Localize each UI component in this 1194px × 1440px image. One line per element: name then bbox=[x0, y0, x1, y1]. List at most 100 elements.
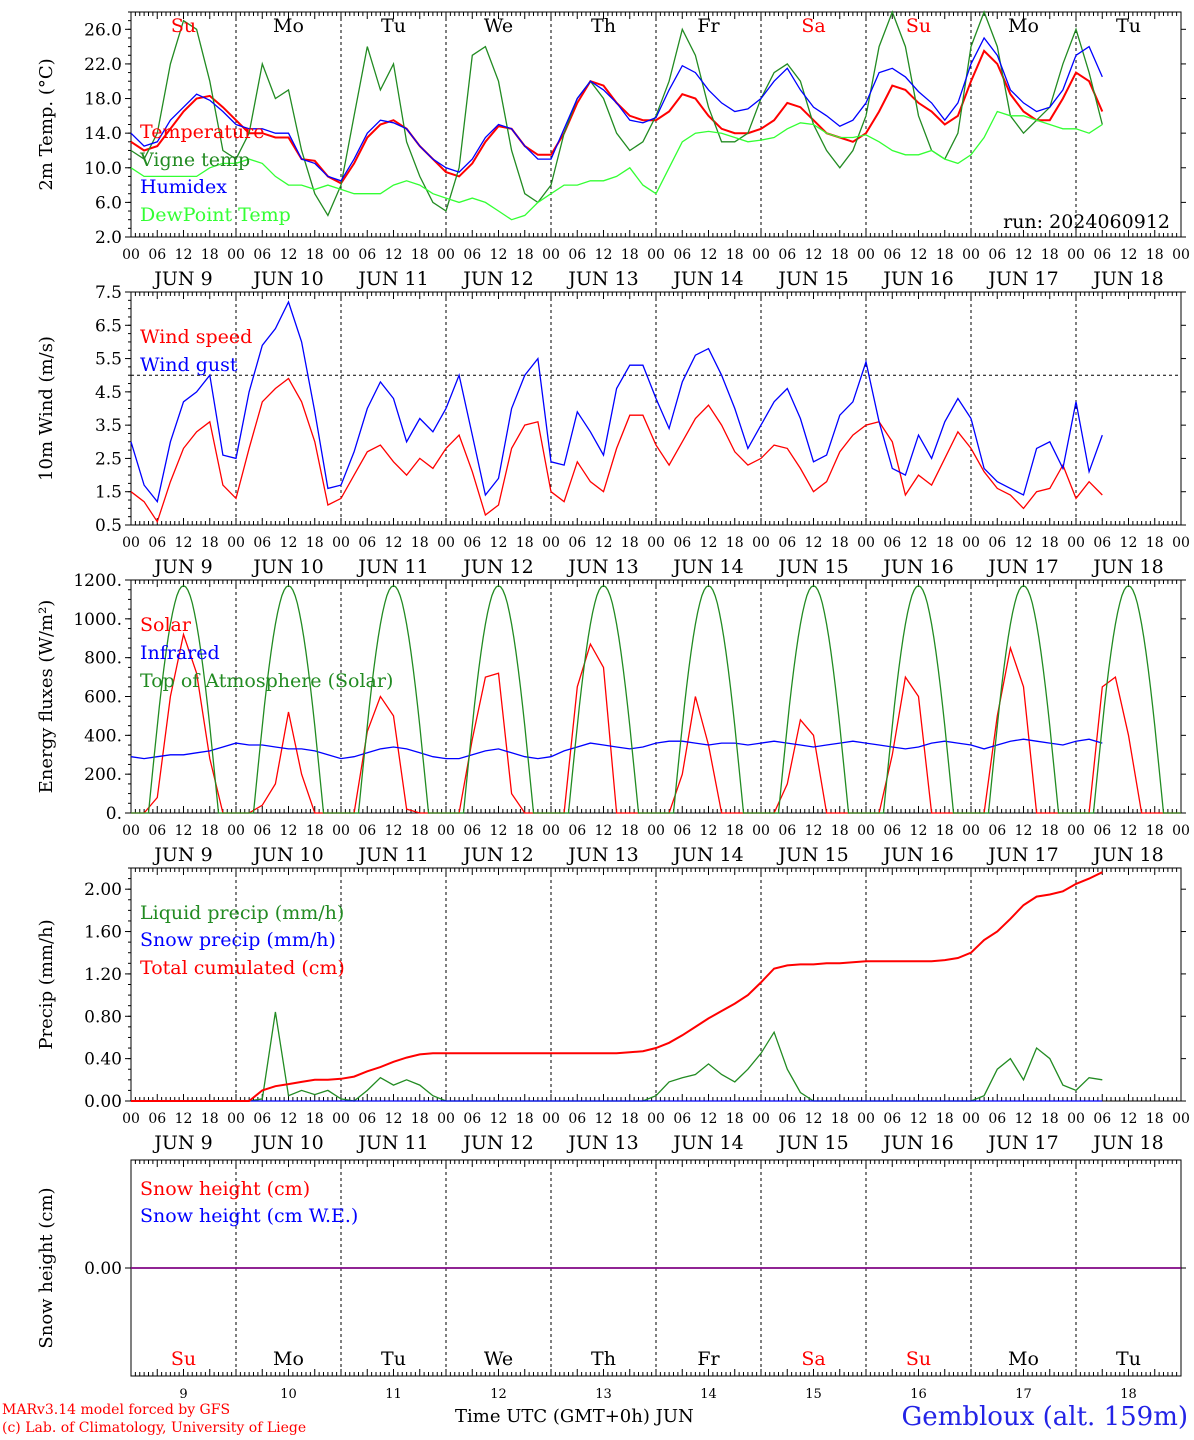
x-hour-label: 06 bbox=[358, 535, 376, 551]
x-date-label: JUN 11 bbox=[356, 556, 428, 578]
x-hour-label: 00 bbox=[227, 1111, 245, 1127]
x-hour-label: 12 bbox=[175, 823, 193, 839]
x-hour-label: 18 bbox=[1041, 535, 1059, 551]
x-hour-label: 00 bbox=[1067, 535, 1085, 551]
y-tick-label: 0.40 bbox=[84, 1050, 122, 1070]
x-date-label: JUN 9 bbox=[152, 556, 212, 578]
weekday-label-bottom: Fr bbox=[697, 1348, 720, 1370]
day-number-label: 14 bbox=[700, 1387, 717, 1402]
legend-entry: Infrared bbox=[140, 642, 220, 664]
x-hour-label: 00 bbox=[122, 247, 140, 263]
x-hour-label: 12 bbox=[805, 1111, 823, 1127]
y-tick-label: 14.0 bbox=[84, 124, 122, 144]
day-number-label: 10 bbox=[280, 1387, 297, 1402]
x-hour-label: 00 bbox=[1067, 247, 1085, 263]
x-hour-label: 12 bbox=[700, 247, 718, 263]
y-tick-label: 1000. bbox=[73, 610, 122, 630]
x-hour-label: 00 bbox=[437, 247, 455, 263]
legend-entry: DewPoint Temp bbox=[140, 204, 291, 226]
x-date-label: JUN 15 bbox=[776, 844, 848, 866]
y-tick-label: 2.00 bbox=[84, 880, 122, 900]
x-hour-label: 18 bbox=[306, 247, 324, 263]
weekday-label: Sa bbox=[801, 15, 825, 37]
y-tick-label: 1.20 bbox=[84, 965, 122, 985]
day-number-label: 15 bbox=[805, 1387, 822, 1402]
weekday-label: Su bbox=[171, 15, 196, 37]
x-hour-label: 18 bbox=[936, 535, 954, 551]
x-hour-label: 00 bbox=[122, 535, 140, 551]
x-hour-label: 00 bbox=[1067, 823, 1085, 839]
x-hour-label: 12 bbox=[280, 535, 298, 551]
x-hour-label: 12 bbox=[1120, 535, 1138, 551]
series-liquid-precip-mm-h- bbox=[131, 1011, 1103, 1102]
x-hour-label: 06 bbox=[778, 247, 796, 263]
x-hour-label: 18 bbox=[621, 247, 639, 263]
x-hour-label: 00 bbox=[332, 535, 350, 551]
x-date-label: JUN 18 bbox=[1091, 844, 1163, 866]
x-hour-label: 18 bbox=[936, 247, 954, 263]
x-hour-label: 06 bbox=[883, 823, 901, 839]
x-hour-label: 18 bbox=[201, 535, 219, 551]
x-hour-label: 00 bbox=[542, 1111, 560, 1127]
weekday-label: Tu bbox=[1116, 15, 1141, 37]
y-tick-label: 400. bbox=[84, 726, 122, 746]
x-hour-label: 00 bbox=[1172, 535, 1190, 551]
x-hour-label: 18 bbox=[1041, 823, 1059, 839]
day-number-label: 18 bbox=[1120, 1387, 1137, 1402]
run-annotation: run: 2024060912 bbox=[1003, 211, 1170, 233]
x-hour-label: 18 bbox=[621, 1111, 639, 1127]
x-hour-label: 18 bbox=[516, 535, 534, 551]
x-hour-label: 12 bbox=[490, 535, 508, 551]
x-hour-label: 00 bbox=[1067, 1111, 1085, 1127]
x-hour-label: 00 bbox=[647, 823, 665, 839]
weekday-label-bottom: Th bbox=[591, 1348, 616, 1370]
x-hour-label: 18 bbox=[726, 823, 744, 839]
series-humidex bbox=[130, 36, 1103, 182]
x-hour-label: 00 bbox=[647, 535, 665, 551]
x-hour-label: 12 bbox=[1015, 823, 1033, 839]
x-hour-label: 12 bbox=[595, 1111, 613, 1127]
x-date-label: JUN 11 bbox=[356, 844, 428, 866]
legend-entry: Wind speed bbox=[140, 326, 252, 348]
x-hour-label: 06 bbox=[253, 535, 271, 551]
x-hour-label: 06 bbox=[883, 535, 901, 551]
x-date-label: JUN 15 bbox=[776, 1132, 848, 1154]
y-tick-label: 1200. bbox=[73, 571, 122, 591]
x-hour-label: 12 bbox=[595, 823, 613, 839]
x-hour-label: 06 bbox=[988, 823, 1006, 839]
x-hour-label: 00 bbox=[857, 1111, 875, 1127]
x-hour-label: 12 bbox=[490, 247, 508, 263]
y-axis-label: Energy fluxes (W/m²) bbox=[36, 600, 57, 794]
x-hour-label: 06 bbox=[988, 1111, 1006, 1127]
x-hour-label: 06 bbox=[568, 247, 586, 263]
x-hour-label: 12 bbox=[385, 823, 403, 839]
x-hour-label: 06 bbox=[673, 1111, 691, 1127]
y-axis-label: 2m Temp. (°C) bbox=[36, 58, 57, 190]
x-hour-label: 18 bbox=[306, 1111, 324, 1127]
x-hour-label: 18 bbox=[411, 535, 429, 551]
series-wind-speed bbox=[130, 377, 1103, 524]
x-date-label: JUN 13 bbox=[566, 844, 638, 866]
x-hour-label: 06 bbox=[358, 247, 376, 263]
x-hour-label: 12 bbox=[1120, 1111, 1138, 1127]
x-hour-label: 06 bbox=[673, 535, 691, 551]
series-vigne-temp bbox=[130, 10, 1103, 217]
x-hour-label: 18 bbox=[831, 247, 849, 263]
legend-entry: Liquid precip (mm/h) bbox=[140, 902, 344, 924]
x-hour-label: 06 bbox=[778, 535, 796, 551]
x-hour-label: 06 bbox=[253, 823, 271, 839]
y-tick-label: 6.0 bbox=[95, 193, 122, 213]
series-infrared bbox=[130, 738, 1103, 760]
x-hour-label: 00 bbox=[122, 1111, 140, 1127]
x-hour-label: 06 bbox=[883, 247, 901, 263]
x-date-label: JUN 11 bbox=[356, 268, 428, 290]
y-axis-label: Snow height (cm) bbox=[36, 1187, 57, 1348]
x-hour-label: 06 bbox=[988, 247, 1006, 263]
x-hour-label: 18 bbox=[1146, 1111, 1164, 1127]
y-tick-label: 200. bbox=[84, 765, 122, 785]
x-date-label: JUN 9 bbox=[152, 268, 212, 290]
weekday-label-bottom: Su bbox=[906, 1348, 931, 1370]
x-hour-label: 18 bbox=[936, 1111, 954, 1127]
y-tick-label: 2.5 bbox=[95, 449, 122, 469]
x-hour-label: 18 bbox=[621, 535, 639, 551]
